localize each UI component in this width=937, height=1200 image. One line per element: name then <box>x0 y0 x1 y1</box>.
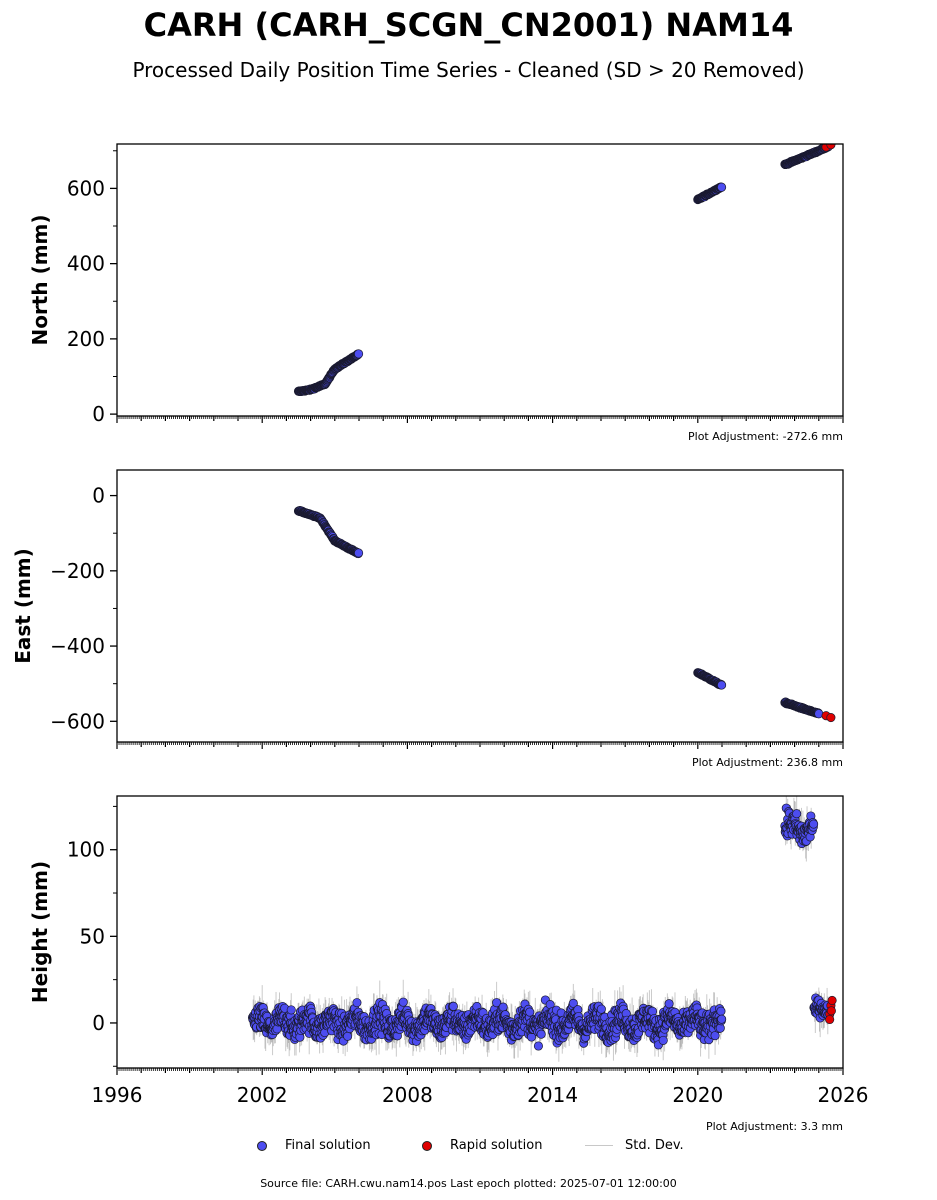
y-axis-label: Height (mm) <box>28 861 52 1003</box>
rapid-point-4 <box>826 1006 836 1016</box>
y-tick-label-1: 50 <box>80 924 105 948</box>
legend-rapid-label: Rapid solution <box>450 1138 543 1153</box>
legend-rapid: Rapid solution <box>422 1138 542 1153</box>
panel-2: 0 −200 −400 −600 East (mm) Plot Adjustment: 2… <box>11 469 844 769</box>
final-point-725 <box>498 1002 508 1012</box>
final-point-1188 <box>658 1035 668 1045</box>
chart-title: CARH (CARH_SCGN_CN2001) NAM14 <box>143 6 794 44</box>
plot-area <box>247 796 837 1062</box>
x-tick-label-5: 2026 <box>818 1083 869 1107</box>
rapid-point-1 <box>826 712 836 723</box>
panel-1: 0 200 400 600 North (mm) Plot Adjustment: -27… <box>28 143 844 443</box>
chart-subtitle: Processed Daily Position Time Series - C… <box>132 58 805 82</box>
x-tick-label-0: 1996 <box>92 1083 143 1107</box>
final-point-1392 <box>792 809 802 819</box>
plot-area <box>293 144 836 397</box>
y-tick-label-3: 600 <box>67 176 105 200</box>
final-marker-icon <box>257 1140 267 1151</box>
final-point-436 <box>398 997 408 1007</box>
final-point-835 <box>536 1029 546 1039</box>
y-tick-label-0: 0 <box>92 484 105 508</box>
axes-frame <box>116 469 844 743</box>
y-tick-label-0: 0 <box>92 1011 105 1035</box>
final-point-209 <box>717 680 727 690</box>
final-point-209 <box>717 182 727 192</box>
legend-final-label: Final solution <box>285 1138 371 1153</box>
source-footer: Source file: CARH.cwu.nam14.pos Last epo… <box>260 1177 677 1190</box>
rapid-marker-icon <box>422 1140 432 1151</box>
final-point-928 <box>568 998 578 1008</box>
y-tick-label-2: −400 <box>50 634 105 658</box>
x-tick-label-2: 2008 <box>382 1083 433 1107</box>
x-tick-label-4: 2020 <box>672 1083 723 1107</box>
y-axis-label: North (mm) <box>28 214 52 345</box>
x-tick-label-1: 2002 <box>237 1083 288 1107</box>
rapid-point-1 <box>826 144 836 150</box>
legend: Final solution Rapid solution Std. Dev. <box>0 1138 937 1158</box>
y-tick-label-3: −600 <box>50 709 105 733</box>
final-point-1357 <box>717 1014 727 1024</box>
final-point-149 <box>354 349 364 359</box>
axes-frame <box>116 143 844 417</box>
final-point-1009 <box>596 1004 606 1014</box>
y-tick-label-2: 100 <box>67 838 105 862</box>
final-point-706 <box>492 998 502 1008</box>
final-point-302 <box>352 998 362 1008</box>
final-point-149 <box>354 548 364 558</box>
final-point-802 <box>525 1007 535 1017</box>
plot-adjustment-label: Plot Adjustment: -272.6 mm <box>688 430 843 443</box>
y-tick-label-2: 400 <box>67 252 105 276</box>
x-tick-label-3: 2014 <box>527 1083 578 1107</box>
plot-adjustment-label: Plot Adjustment: 3.3 mm <box>706 1120 843 1133</box>
plot-adjustment-label: Plot Adjustment: 236.8 mm <box>692 756 843 769</box>
final-point-1441 <box>809 819 819 829</box>
final-point-1355 <box>716 1006 726 1016</box>
y-tick-label-1: −200 <box>50 559 105 583</box>
legend-std: Std. Dev. <box>585 1138 684 1153</box>
legend-std-label: Std. Dev. <box>625 1138 684 1153</box>
final-point-275 <box>343 1031 353 1041</box>
y-axis-label: East (mm) <box>11 548 35 664</box>
panel-3: 0 50 100 1996 2002 2008 2014 2020 2026 Height (mm… <box>28 795 869 1133</box>
rapid-point-3 <box>825 1014 835 1025</box>
final-point-581 <box>448 1001 458 1011</box>
rapid-point-2 <box>827 995 837 1005</box>
y-tick-label-0: 0 <box>92 402 105 426</box>
final-point-1205 <box>664 999 674 1009</box>
y-tick-label-1: 200 <box>67 327 105 351</box>
legend-final: Final solution <box>257 1138 371 1153</box>
plot-area <box>293 506 836 723</box>
final-point-112 <box>286 1005 296 1015</box>
std-line-icon <box>585 1145 613 1146</box>
final-point-827 <box>533 1041 543 1051</box>
final-point-1338 <box>710 1031 720 1041</box>
